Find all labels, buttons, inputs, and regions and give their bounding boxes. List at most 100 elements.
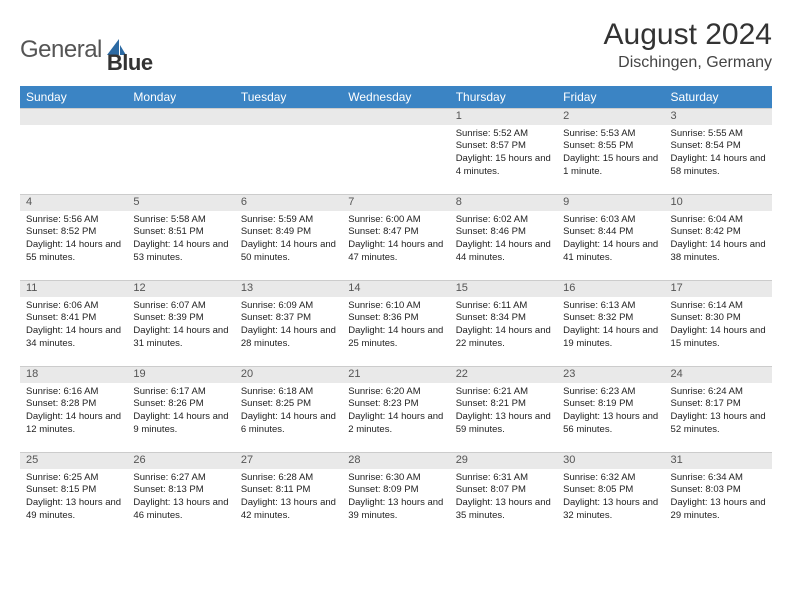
sunset-value: 8:44 PM: [598, 226, 633, 237]
sunset-value: 8:28 PM: [61, 398, 96, 409]
daylight-line: Daylight: 13 hours and 32 minutes.: [563, 497, 658, 523]
daylight-value: 14 hours and 53 minutes.: [133, 239, 228, 263]
daylight-value: 13 hours and 59 minutes.: [456, 411, 551, 435]
day-body-cell: Sunrise: 6:25 AMSunset: 8:15 PMDaylight:…: [20, 469, 127, 539]
day-number-cell: 6: [235, 195, 342, 211]
sunrise-line: Sunrise: 6:14 AM: [671, 300, 766, 313]
sunset-value: 8:21 PM: [491, 398, 526, 409]
daylight-value: 14 hours and 31 minutes.: [133, 325, 228, 349]
daylight-value: 14 hours and 41 minutes.: [563, 239, 658, 263]
sunset-line: Sunset: 8:55 PM: [563, 140, 658, 153]
day-number-cell: 10: [665, 195, 772, 211]
sunrise-value: 6:03 AM: [601, 214, 636, 225]
daylight-line: Daylight: 14 hours and 58 minutes.: [671, 153, 766, 179]
sunset-value: 8:30 PM: [705, 312, 740, 323]
sunset-value: 8:11 PM: [276, 484, 311, 495]
daylight-line: Daylight: 14 hours and 28 minutes.: [241, 325, 336, 351]
sunset-line: Sunset: 8:21 PM: [456, 398, 551, 411]
day-body-cell: Sunrise: 6:30 AMSunset: 8:09 PMDaylight:…: [342, 469, 449, 539]
daylight-value: 14 hours and 19 minutes.: [563, 325, 658, 349]
sunset-value: 8:57 PM: [491, 140, 526, 151]
day-body-cell: Sunrise: 6:14 AMSunset: 8:30 PMDaylight:…: [665, 297, 772, 367]
sunrise-line: Sunrise: 6:27 AM: [133, 472, 228, 485]
day-body-cell: Sunrise: 6:31 AMSunset: 8:07 PMDaylight:…: [450, 469, 557, 539]
sunrise-line: Sunrise: 5:56 AM: [26, 214, 121, 227]
day-number-cell: 22: [450, 367, 557, 383]
daylight-line: Daylight: 14 hours and 9 minutes.: [133, 411, 228, 437]
sunrise-line: Sunrise: 6:25 AM: [26, 472, 121, 485]
day-number-cell: 8: [450, 195, 557, 211]
daylight-value: 13 hours and 56 minutes.: [563, 411, 658, 435]
sunset-line: Sunset: 8:11 PM: [241, 484, 336, 497]
location: Dischingen, Germany: [604, 54, 772, 72]
sunset-value: 8:34 PM: [491, 312, 526, 323]
sunrise-value: 5:58 AM: [171, 214, 206, 225]
sunset-line: Sunset: 8:25 PM: [241, 398, 336, 411]
day-body-cell: Sunrise: 6:07 AMSunset: 8:39 PMDaylight:…: [127, 297, 234, 367]
daylight-value: 14 hours and 44 minutes.: [456, 239, 551, 263]
day-body-cell: Sunrise: 6:13 AMSunset: 8:32 PMDaylight:…: [557, 297, 664, 367]
sunset-line: Sunset: 8:17 PM: [671, 398, 766, 411]
daylight-line: Daylight: 13 hours and 52 minutes.: [671, 411, 766, 437]
day-number-cell: 2: [557, 109, 664, 125]
day-body-row: Sunrise: 5:56 AMSunset: 8:52 PMDaylight:…: [20, 211, 772, 281]
header: General Blue August 2024 Dischingen, Ger…: [20, 18, 772, 76]
daylight-value: 13 hours and 39 minutes.: [348, 497, 443, 521]
day-body-row: Sunrise: 6:06 AMSunset: 8:41 PMDaylight:…: [20, 297, 772, 367]
sunrise-value: 6:00 AM: [386, 214, 421, 225]
daylight-line: Daylight: 14 hours and 41 minutes.: [563, 239, 658, 265]
sunset-line: Sunset: 8:46 PM: [456, 226, 551, 239]
title-block: August 2024 Dischingen, Germany: [604, 18, 772, 72]
sunset-value: 8:25 PM: [276, 398, 311, 409]
sunset-line: Sunset: 8:34 PM: [456, 312, 551, 325]
weekday-header: Saturday: [665, 86, 772, 109]
daylight-value: 14 hours and 50 minutes.: [241, 239, 336, 263]
daylight-line: Daylight: 14 hours and 25 minutes.: [348, 325, 443, 351]
sunset-value: 8:17 PM: [705, 398, 740, 409]
sunrise-value: 5:53 AM: [601, 128, 636, 139]
day-body-cell: Sunrise: 6:06 AMSunset: 8:41 PMDaylight:…: [20, 297, 127, 367]
weekday-header: Wednesday: [342, 86, 449, 109]
day-number-cell: 29: [450, 453, 557, 469]
sunrise-value: 5:59 AM: [278, 214, 313, 225]
daylight-line: Daylight: 15 hours and 1 minute.: [563, 153, 658, 179]
daylight-line: Daylight: 13 hours and 42 minutes.: [241, 497, 336, 523]
sunset-value: 8:03 PM: [705, 484, 740, 495]
day-body-row: Sunrise: 6:25 AMSunset: 8:15 PMDaylight:…: [20, 469, 772, 539]
sunrise-value: 5:56 AM: [64, 214, 99, 225]
sunrise-value: 6:17 AM: [171, 386, 206, 397]
day-body-cell: Sunrise: 6:18 AMSunset: 8:25 PMDaylight:…: [235, 383, 342, 453]
daylight-value: 14 hours and 28 minutes.: [241, 325, 336, 349]
day-body-cell: [20, 125, 127, 195]
day-body-cell: [342, 125, 449, 195]
daylight-line: Daylight: 14 hours and 12 minutes.: [26, 411, 121, 437]
sunrise-line: Sunrise: 6:11 AM: [456, 300, 551, 313]
sunrise-value: 6:34 AM: [708, 472, 743, 483]
day-number-cell: 9: [557, 195, 664, 211]
sunset-value: 8:19 PM: [598, 398, 633, 409]
daylight-value: 15 hours and 4 minutes.: [456, 153, 551, 177]
weekday-header: Thursday: [450, 86, 557, 109]
weekday-header: Tuesday: [235, 86, 342, 109]
day-body-cell: Sunrise: 6:10 AMSunset: 8:36 PMDaylight:…: [342, 297, 449, 367]
logo-text-blue: Blue: [107, 50, 153, 76]
daylight-line: Daylight: 14 hours and 50 minutes.: [241, 239, 336, 265]
sunset-value: 8:39 PM: [168, 312, 203, 323]
sunrise-line: Sunrise: 6:06 AM: [26, 300, 121, 313]
daylight-value: 13 hours and 52 minutes.: [671, 411, 766, 435]
sunrise-value: 6:02 AM: [493, 214, 528, 225]
sunrise-value: 6:16 AM: [64, 386, 99, 397]
sunrise-line: Sunrise: 6:20 AM: [348, 386, 443, 399]
day-number-cell: 1: [450, 109, 557, 125]
day-number-cell: 11: [20, 281, 127, 297]
sunrise-line: Sunrise: 5:52 AM: [456, 128, 551, 141]
day-body-row: Sunrise: 6:16 AMSunset: 8:28 PMDaylight:…: [20, 383, 772, 453]
sunrise-value: 6:23 AM: [601, 386, 636, 397]
sunset-line: Sunset: 8:23 PM: [348, 398, 443, 411]
sunrise-line: Sunrise: 6:17 AM: [133, 386, 228, 399]
day-number-cell: 18: [20, 367, 127, 383]
day-body-cell: Sunrise: 6:21 AMSunset: 8:21 PMDaylight:…: [450, 383, 557, 453]
daylight-line: Daylight: 14 hours and 19 minutes.: [563, 325, 658, 351]
daylight-line: Daylight: 14 hours and 22 minutes.: [456, 325, 551, 351]
sunrise-value: 6:11 AM: [493, 300, 527, 311]
